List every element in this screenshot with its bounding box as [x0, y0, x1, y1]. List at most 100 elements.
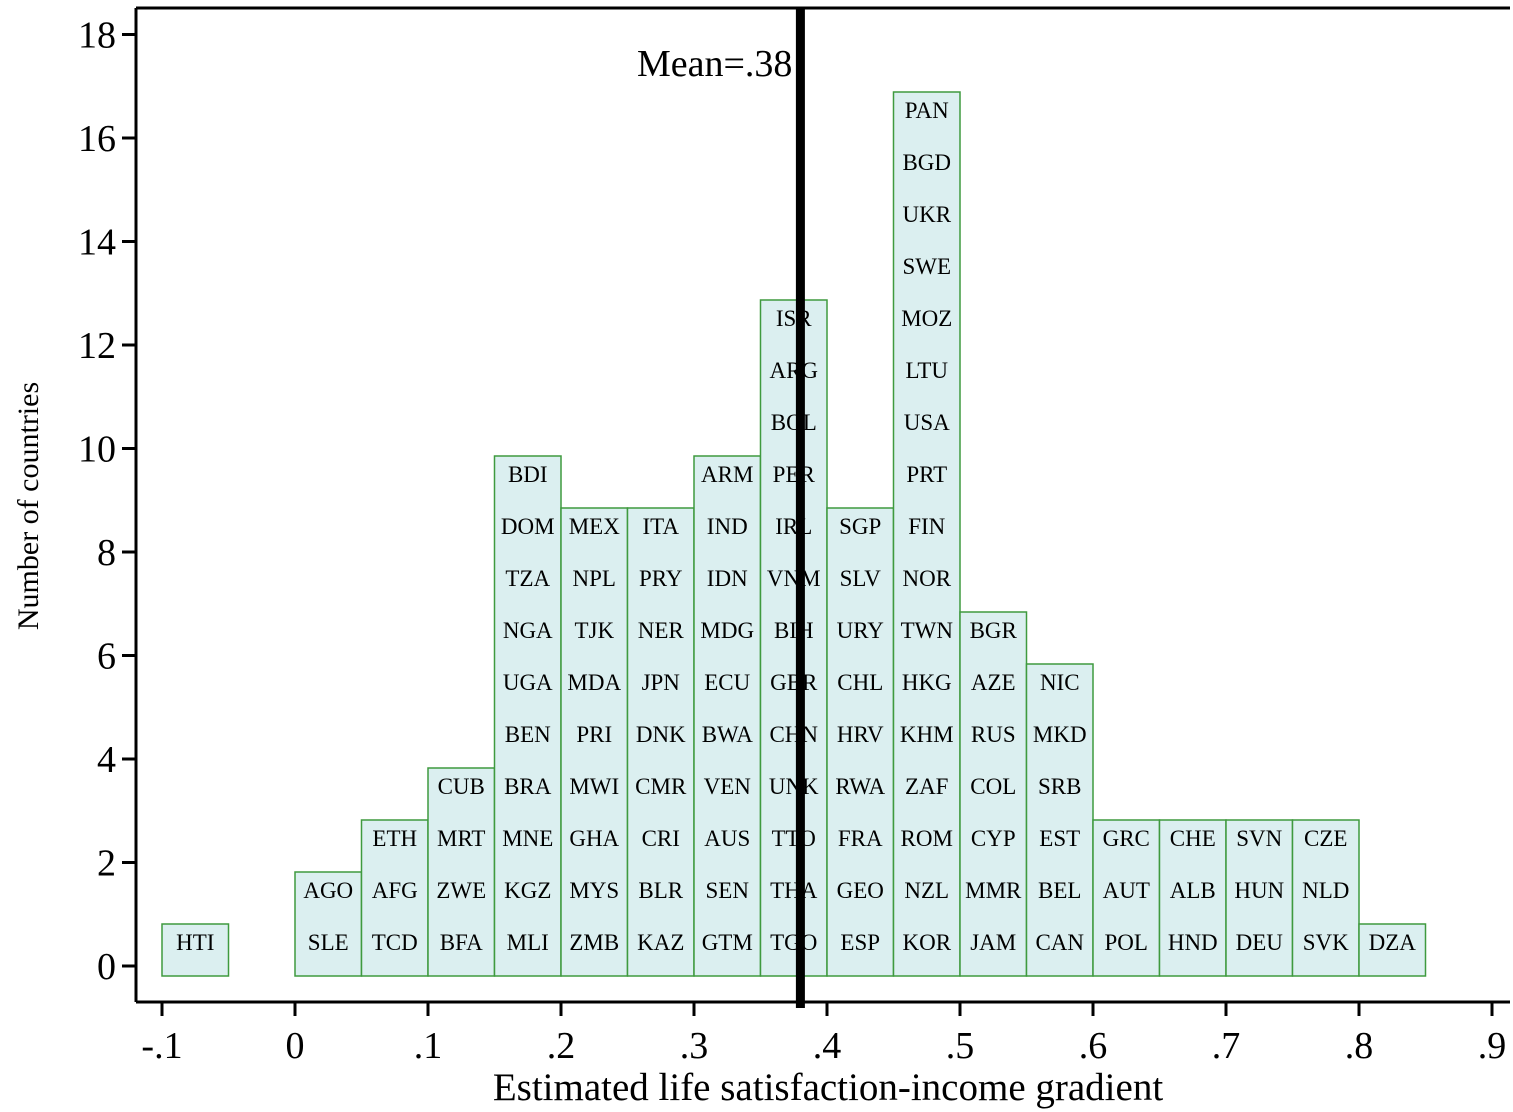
country-code-label: PER	[773, 462, 816, 487]
y-tick-label: 12	[78, 325, 116, 367]
country-code-label: ZWE	[436, 878, 486, 903]
country-code-label: LTU	[905, 358, 948, 383]
country-code-label: CHL	[837, 670, 883, 695]
y-tick-label: 10	[78, 429, 116, 471]
country-code-label: FRA	[838, 826, 883, 851]
country-code-label: MDG	[700, 618, 754, 643]
country-code-label: ALB	[1170, 878, 1216, 903]
country-code-label: HUN	[1234, 878, 1284, 903]
country-code-label: SEN	[706, 878, 750, 903]
x-tick-label: 0	[286, 1025, 305, 1067]
country-code-label: HRV	[837, 722, 884, 747]
country-code-label: AUT	[1103, 878, 1150, 903]
country-code-label: TTO	[772, 826, 816, 851]
country-code-label: MEX	[569, 514, 621, 539]
x-tick-label: .6	[1079, 1025, 1108, 1067]
country-code-label: MYS	[569, 878, 619, 903]
country-code-label: BRA	[504, 774, 552, 799]
country-code-label: ARM	[701, 462, 753, 487]
histogram-bar	[693, 455, 762, 977]
country-code-label: URY	[837, 618, 885, 643]
country-code-label: UNK	[769, 774, 819, 799]
country-code-label: PRY	[639, 566, 683, 591]
country-code-label: KGZ	[504, 878, 551, 903]
x-tick-label: .2	[547, 1025, 576, 1067]
histogram-bar	[427, 767, 496, 977]
country-code-label: TCD	[372, 930, 418, 955]
country-code-label: BOL	[771, 410, 817, 435]
country-code-label: HND	[1168, 930, 1218, 955]
country-code-label: KAZ	[637, 930, 684, 955]
country-code-label: BDI	[508, 462, 548, 487]
country-code-label: ARG	[769, 358, 818, 383]
country-code-label: NER	[638, 618, 685, 643]
country-code-label: MWI	[569, 774, 619, 799]
mean-label: Mean=.38	[637, 43, 792, 85]
country-code-label: THA	[770, 878, 818, 903]
country-code-label: NPL	[573, 566, 616, 591]
country-code-label: CRI	[642, 826, 680, 851]
country-code-label: ROM	[901, 826, 953, 851]
country-code-label: ETH	[372, 826, 417, 851]
y-tick-label: 4	[97, 739, 116, 781]
country-code-label: PRI	[576, 722, 612, 747]
x-axis-title: Estimated life satisfaction-income gradi…	[493, 1066, 1164, 1109]
histogram-bar	[294, 871, 363, 977]
country-code-label: COL	[970, 774, 1016, 799]
country-code-label: SWE	[902, 254, 951, 279]
country-code-label: NOR	[902, 566, 951, 591]
country-code-label: PRT	[906, 462, 947, 487]
country-code-label: IDN	[707, 566, 748, 591]
country-code-label: POL	[1105, 930, 1148, 955]
country-code-label: VNM	[767, 566, 821, 591]
x-tick-label: .7	[1212, 1025, 1241, 1067]
country-code-label: CZE	[1304, 826, 1347, 851]
country-code-label: CAN	[1035, 930, 1084, 955]
x-tick-label: .1	[414, 1025, 443, 1067]
histogram-bar	[560, 507, 629, 977]
country-code-label: USA	[904, 410, 950, 435]
country-code-label: SLE	[308, 930, 349, 955]
y-tick-label: 6	[97, 636, 116, 678]
country-code-label: DEU	[1236, 930, 1284, 955]
mean-marker: Mean=.38	[637, 8, 805, 1008]
country-code-label: TZA	[505, 566, 550, 591]
country-code-label: HTI	[176, 930, 214, 955]
country-code-label: RUS	[971, 722, 1016, 747]
y-tick-label: 18	[78, 15, 116, 57]
country-code-label: ZMB	[569, 930, 619, 955]
x-tick-label: .4	[813, 1025, 842, 1067]
country-code-label: MNE	[502, 826, 553, 851]
country-code-label: MDA	[567, 670, 621, 695]
histogram-bar	[1358, 923, 1427, 977]
country-code-label: TGO	[770, 930, 817, 955]
x-tick-label: .5	[946, 1025, 975, 1067]
country-code-label: JPN	[642, 670, 681, 695]
country-code-label: EST	[1039, 826, 1080, 851]
country-code-label: PAN	[905, 98, 949, 123]
country-code-label: UKR	[902, 202, 951, 227]
country-code-label: MRT	[437, 826, 485, 851]
country-code-label: GBR	[770, 670, 818, 695]
histogram-bar	[360, 819, 429, 977]
country-code-label: IRL	[775, 514, 812, 539]
histogram-bar	[826, 507, 895, 977]
x-tick-label: .9	[1478, 1025, 1507, 1067]
country-code-label: NZL	[904, 878, 949, 903]
histogram-bar	[1291, 819, 1360, 977]
country-code-label: KHM	[900, 722, 954, 747]
country-code-label: DNK	[636, 722, 686, 747]
country-code-label: CHN	[769, 722, 818, 747]
country-code-label: BGR	[970, 618, 1018, 643]
country-code-label: GRC	[1103, 826, 1150, 851]
country-code-label: ITA	[643, 514, 680, 539]
country-code-label: JAM	[970, 930, 1016, 955]
country-code-label: NIC	[1040, 670, 1080, 695]
country-code-label: HKG	[902, 670, 952, 695]
country-code-label: FIN	[908, 514, 945, 539]
country-code-label: BEL	[1038, 878, 1081, 903]
country-code-label: MOZ	[901, 306, 952, 331]
country-code-label: CYP	[971, 826, 1016, 851]
country-code-label: BFA	[440, 930, 483, 955]
